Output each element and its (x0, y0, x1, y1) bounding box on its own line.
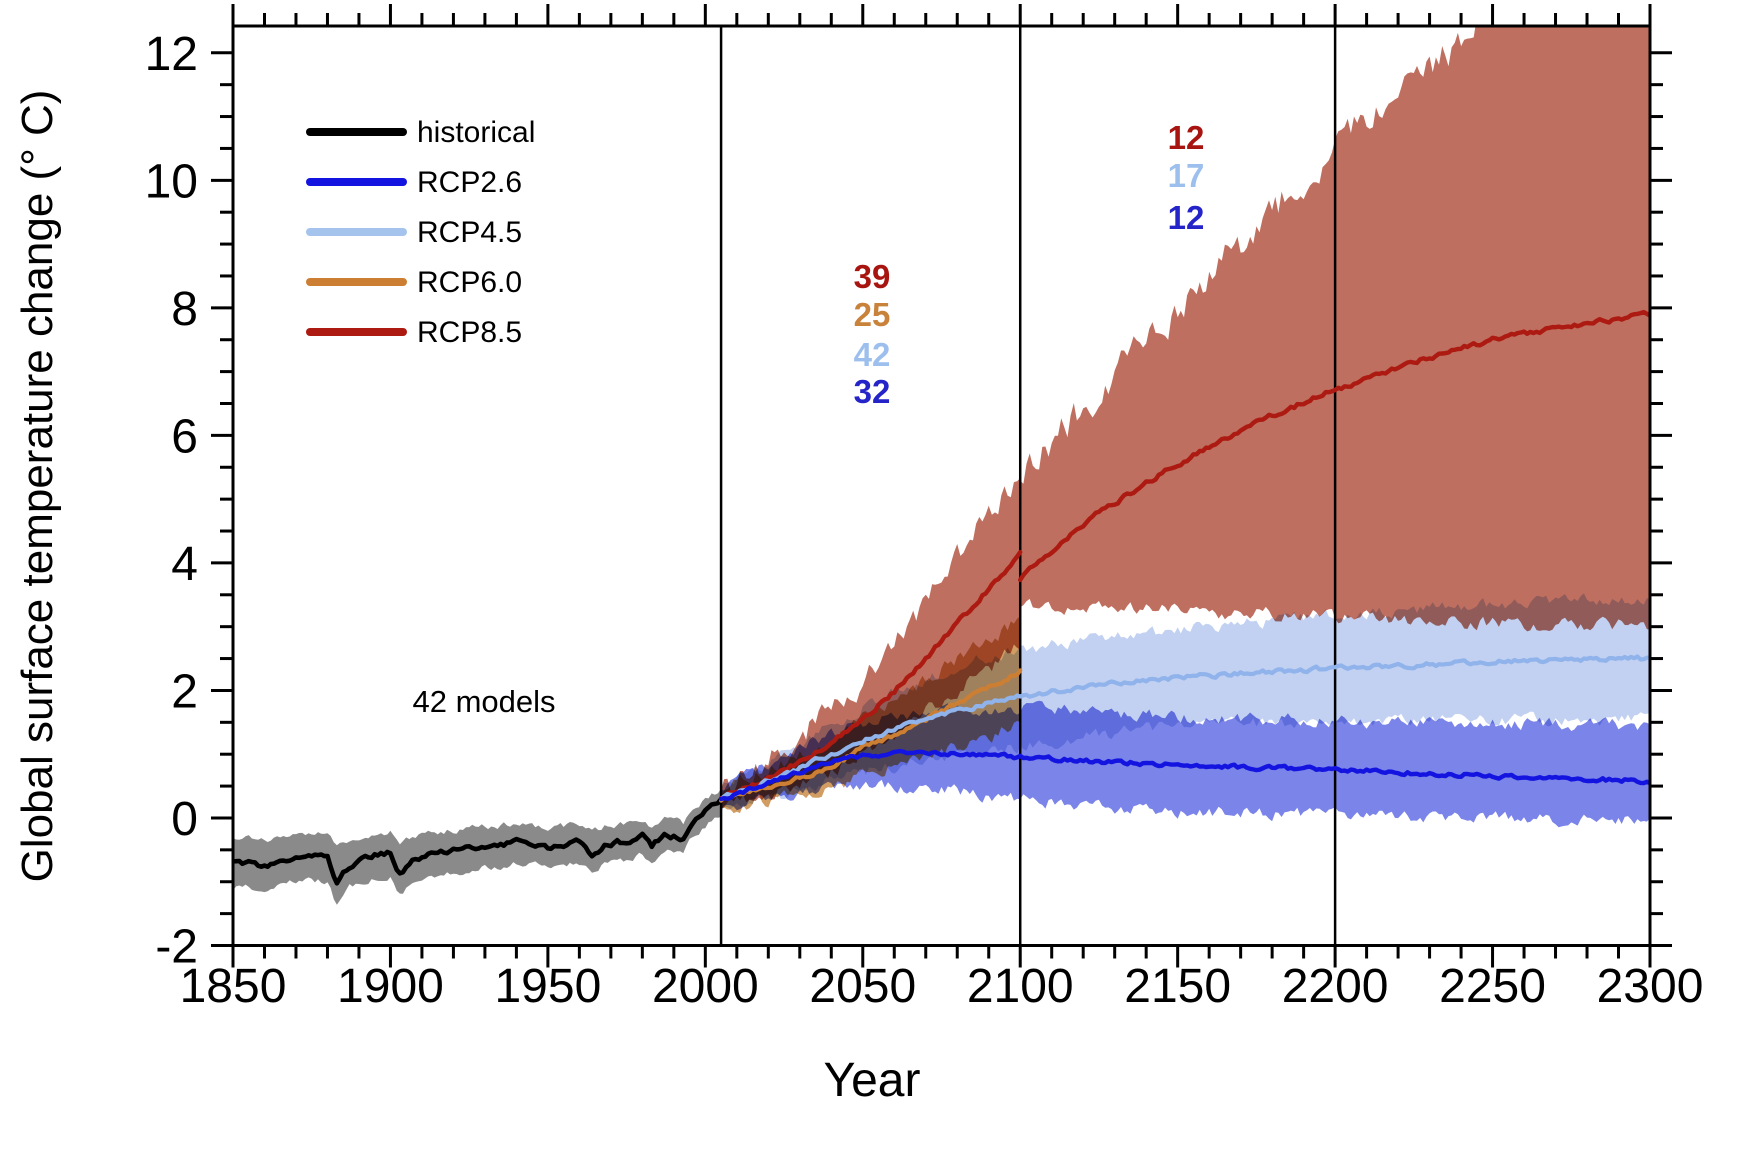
legend-item-rcp8.5: RCP8.5 (306, 316, 522, 349)
axes-frame (211, 4, 1672, 968)
x-tick-label-1900: 1900 (337, 960, 444, 1013)
mid-count-3: 32 (854, 373, 891, 410)
band-rcp4.5 (721, 593, 1649, 813)
legend-label: RCP4.5 (417, 216, 522, 249)
legend-label: RCP6.0 (417, 266, 522, 299)
x-tick-label-2100: 2100 (967, 960, 1074, 1013)
y-tick-label-6: 6 (171, 410, 198, 463)
right-count-0: 12 (1168, 119, 1205, 156)
y-tick-label-4: 4 (171, 538, 198, 591)
mean-lines (234, 309, 1649, 886)
x-tick-label-2050: 2050 (809, 960, 916, 1013)
x-tick-label-2250: 2250 (1439, 960, 1546, 1013)
x-tick-label-1850: 1850 (180, 960, 287, 1013)
y-tick-label-8: 8 (171, 283, 198, 336)
y-tick-label--2: -2 (155, 921, 198, 974)
right-count-1: 17 (1168, 157, 1205, 194)
line-rcp4.5 (719, 654, 1649, 802)
line-rcp2.6 (718, 748, 1649, 802)
legend-label: RCP2.6 (417, 166, 522, 199)
legend-label: RCP8.5 (417, 316, 522, 349)
legend: historical RCP2.6 RCP4.5 RCP6.0 RCP8.5 (306, 116, 535, 349)
right-count-2: 12 (1168, 199, 1205, 236)
mid-count-0: 39 (854, 258, 891, 295)
x-tick-label-2000: 2000 (652, 960, 759, 1013)
y-tick-label-10: 10 (145, 155, 198, 208)
mid-count-2: 42 (854, 336, 891, 373)
separator-lines (719, 26, 1337, 946)
x-tick-label-1950: 1950 (494, 960, 601, 1013)
x-tick-label-2300: 2300 (1597, 960, 1704, 1013)
legend-item-rcp6.0: RCP6.0 (306, 266, 522, 299)
legend-item-historical: historical (306, 116, 535, 149)
y-tick-labels: -2 0 2 4 6 8 10 12 (145, 28, 198, 974)
y-tick-label-12: 12 (145, 28, 198, 81)
x-tick-label-2200: 2200 (1282, 960, 1389, 1013)
legend-label: historical (417, 116, 535, 149)
legend-item-rcp2.6: RCP2.6 (306, 166, 522, 199)
x-axis-title: Year (824, 1054, 921, 1107)
line-rcp6.0 (719, 668, 1023, 803)
y-tick-label-0: 0 (171, 793, 198, 846)
x-tick-labels: 1850 1900 1950 2000 2050 2100 2150 2200 2250 2300 (180, 960, 1704, 1013)
line-rcp8.5-ext (1018, 309, 1649, 583)
y-tick-label-2: 2 (171, 665, 198, 718)
line-rcp8.5 (718, 550, 1023, 801)
annotation-models-note: 42 models (412, 684, 555, 719)
mid-count-1: 25 (854, 296, 891, 333)
legend-item-rcp4.5: RCP4.5 (306, 216, 522, 249)
plot-frame (231, 24, 1652, 947)
y-axis-title: Global surface temperature change (° C) (13, 90, 62, 883)
x-tick-label-2150: 2150 (1124, 960, 1231, 1013)
line-historical (234, 796, 724, 886)
